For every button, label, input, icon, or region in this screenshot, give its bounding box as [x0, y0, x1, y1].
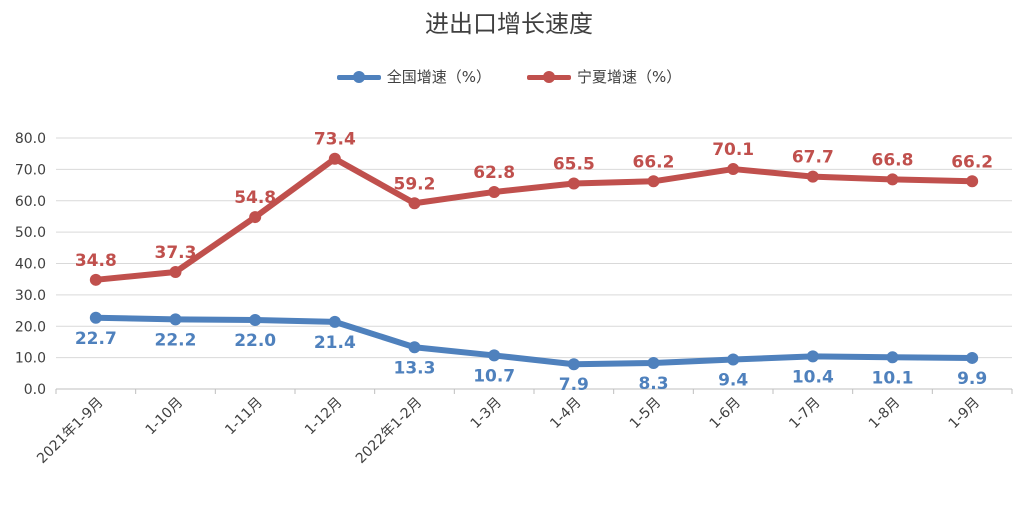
data-label: 22.2 — [155, 330, 197, 350]
chart-title: 进出口增长速度 — [425, 10, 593, 38]
data-label: 66.2 — [633, 152, 675, 172]
data-point — [89, 311, 102, 324]
data-point — [647, 175, 660, 188]
x-tick-label: 2021年1-9月 — [34, 395, 106, 467]
y-tick-label: 40.0 — [15, 257, 46, 273]
data-point — [488, 349, 501, 362]
data-point — [966, 351, 979, 364]
data-point — [727, 353, 740, 366]
series-line — [92, 314, 976, 368]
y-tick-label: 80.0 — [15, 131, 46, 147]
data-label: 65.5 — [553, 154, 595, 174]
data-point — [408, 197, 421, 210]
data-point — [169, 313, 182, 326]
data-label: 22.7 — [75, 329, 117, 349]
data-label: 9.9 — [957, 369, 987, 389]
y-tick-label: 60.0 — [15, 194, 46, 210]
data-label: 54.8 — [234, 188, 276, 208]
data-point — [567, 177, 580, 190]
data-label: 8.3 — [638, 374, 668, 394]
data-point — [328, 315, 341, 328]
x-tick-label: 1-10月 — [143, 395, 187, 439]
data-label: 66.8 — [872, 150, 914, 170]
data-label: 21.4 — [314, 333, 356, 353]
data-label: 9.4 — [718, 371, 748, 391]
x-tick-label: 1-5月 — [627, 395, 664, 432]
y-tick-label: 20.0 — [15, 319, 46, 335]
x-tick-label: 1-6月 — [707, 395, 744, 432]
data-label: 22.0 — [234, 331, 276, 351]
data-point — [567, 358, 580, 371]
data-label: 67.7 — [792, 148, 834, 168]
legend-swatch-ningxia — [527, 70, 571, 84]
legend-label-national: 全国增速（%） — [386, 68, 491, 86]
data-label: 70.1 — [712, 140, 754, 160]
legend: 全国增速（%） 宁夏增速（%） — [0, 66, 1018, 87]
y-tick-label: 0.0 — [24, 382, 46, 398]
y-tick-label: 10.0 — [15, 351, 46, 367]
y-tick-label: 50.0 — [15, 225, 46, 241]
data-point — [727, 163, 740, 176]
x-tick-label: 1-9月 — [946, 395, 983, 432]
x-tick-label: 1-7月 — [786, 395, 823, 432]
data-point — [408, 341, 421, 354]
data-point — [249, 313, 262, 326]
data-label: 10.4 — [792, 367, 834, 387]
x-tick-label: 2022年1-2月 — [353, 395, 425, 467]
data-point — [806, 350, 819, 363]
legend-item-national: 全国增速（%） — [336, 66, 491, 87]
data-label: 73.4 — [314, 130, 356, 150]
data-point — [488, 185, 501, 198]
x-tick-label: 1-8月 — [866, 395, 903, 432]
data-label: 34.8 — [75, 251, 117, 271]
y-tick-label: 30.0 — [15, 288, 46, 304]
data-label: 7.9 — [559, 375, 589, 395]
x-tick-label: 1-11月 — [222, 395, 266, 439]
data-label: 59.2 — [394, 174, 436, 194]
data-point — [966, 175, 979, 188]
data-point — [886, 173, 899, 186]
legend-swatch-national — [336, 70, 381, 84]
data-point — [806, 170, 819, 183]
data-point — [886, 351, 899, 364]
legend-item-ningxia: 宁夏增速（%） — [527, 66, 681, 87]
data-label: 13.3 — [394, 358, 436, 378]
data-label: 66.2 — [951, 152, 993, 172]
legend-label-ningxia: 宁夏增速（%） — [577, 68, 682, 86]
data-point — [647, 356, 660, 369]
data-label: 62.8 — [473, 163, 515, 183]
series-line — [92, 155, 976, 283]
data-point — [328, 152, 341, 165]
x-tick-label: 1-3月 — [468, 395, 505, 432]
y-tick-label: 70.0 — [15, 162, 46, 178]
data-label: 10.7 — [473, 366, 515, 386]
data-point — [169, 265, 182, 278]
data-point — [249, 211, 262, 224]
data-point — [89, 273, 102, 286]
data-label: 37.3 — [155, 243, 197, 263]
x-tick-label: 1-12月 — [302, 395, 346, 439]
x-tick-label: 1-4月 — [547, 395, 584, 432]
data-label: 10.1 — [872, 368, 914, 388]
